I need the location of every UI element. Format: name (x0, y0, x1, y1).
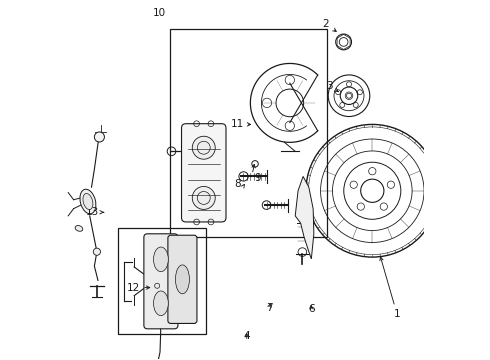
FancyBboxPatch shape (168, 235, 197, 323)
Text: 13: 13 (86, 207, 99, 217)
Text: 9: 9 (254, 173, 261, 183)
Text: 3: 3 (326, 81, 338, 92)
Text: 2: 2 (322, 19, 336, 31)
Text: 5: 5 (173, 241, 180, 251)
Text: 7: 7 (266, 303, 272, 313)
Text: 12: 12 (127, 283, 140, 293)
FancyBboxPatch shape (144, 234, 178, 329)
Circle shape (93, 248, 100, 255)
Text: 11: 11 (231, 120, 244, 129)
Circle shape (192, 186, 215, 210)
Ellipse shape (153, 291, 168, 316)
Bar (118, 228, 205, 334)
Ellipse shape (175, 265, 190, 294)
Text: 8: 8 (234, 179, 241, 189)
Ellipse shape (153, 247, 168, 272)
Ellipse shape (83, 193, 93, 210)
Text: 10: 10 (153, 8, 166, 18)
Text: 6: 6 (308, 305, 315, 315)
Ellipse shape (75, 226, 83, 231)
Ellipse shape (80, 189, 96, 214)
Text: 1: 1 (380, 257, 400, 319)
Circle shape (95, 132, 104, 142)
Polygon shape (295, 176, 314, 259)
Text: 4: 4 (244, 331, 250, 341)
Bar (170, 30, 327, 237)
Circle shape (192, 136, 215, 159)
FancyBboxPatch shape (181, 124, 226, 222)
